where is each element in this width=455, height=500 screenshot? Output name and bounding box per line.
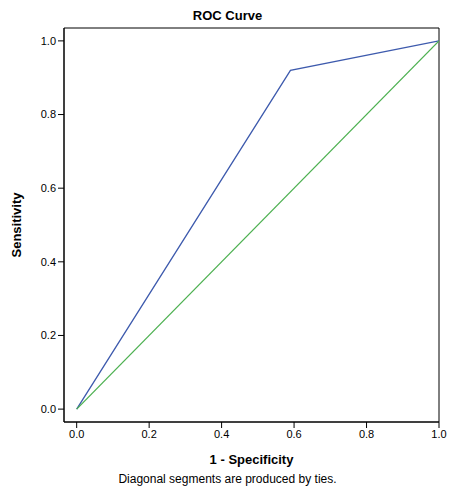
svg-text:0.6: 0.6: [41, 182, 56, 194]
svg-text:0.4: 0.4: [214, 428, 229, 440]
svg-text:1.0: 1.0: [41, 35, 56, 47]
svg-text:0.8: 0.8: [359, 428, 374, 440]
svg-text:0.6: 0.6: [286, 428, 301, 440]
html-text:ROC Curve: ROC Curve: [192, 8, 263, 23]
svg-text:1.0: 1.0: [431, 428, 446, 440]
svg-text:0.0: 0.0: [69, 428, 84, 440]
svg-text:0.2: 0.2: [41, 329, 56, 341]
svg-text:0.8: 0.8: [41, 108, 56, 120]
svg-text:Sensitivity: Sensitivity: [9, 192, 24, 258]
svg-text:0.4: 0.4: [41, 256, 56, 268]
html-text:Diagonal segments are produced: Diagonal segments are produced by ties.: [118, 472, 337, 486]
svg-text:0.0: 0.0: [41, 403, 56, 415]
svg-text:0.2: 0.2: [141, 428, 156, 440]
svg-text:1 - Specificity: 1 - Specificity: [210, 452, 295, 467]
